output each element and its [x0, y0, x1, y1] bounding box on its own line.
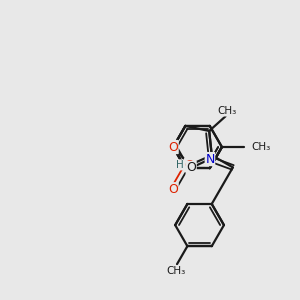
Text: O: O: [184, 159, 194, 172]
Text: O: O: [168, 140, 178, 154]
Text: O: O: [186, 161, 196, 174]
Text: CH₃: CH₃: [251, 142, 271, 152]
Text: N: N: [205, 153, 214, 166]
Text: CH₃: CH₃: [167, 266, 186, 276]
Text: CH₃: CH₃: [218, 106, 237, 116]
Text: H: H: [176, 160, 184, 170]
Text: O: O: [168, 183, 178, 196]
